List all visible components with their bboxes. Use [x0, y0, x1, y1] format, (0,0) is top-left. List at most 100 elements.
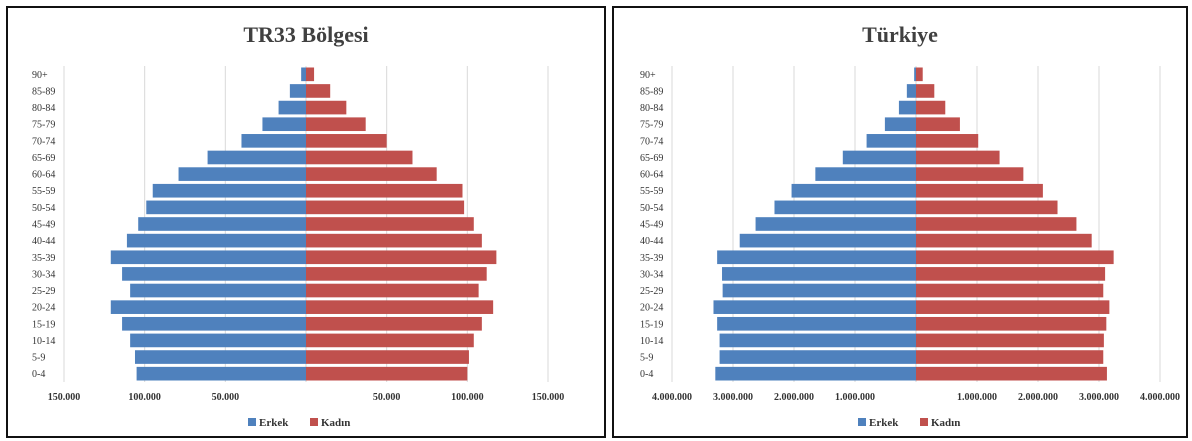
bar-erkek-40-44 [739, 233, 916, 248]
bar-kadin-25-29 [916, 283, 1104, 298]
category-label: 75-79 [640, 120, 663, 131]
bar-erkek-20-24 [110, 300, 306, 314]
category-label: 65-69 [640, 153, 663, 164]
bar-erkek-35-39 [717, 250, 916, 265]
bar-kadin-30-34 [306, 267, 487, 281]
bar-kadin-60-64 [916, 167, 1024, 181]
x-tick-label: 4.000.000 [1140, 392, 1180, 403]
bar-erkek-60-64 [815, 167, 916, 181]
bar-kadin-10-14 [916, 333, 1104, 348]
category-label: 70-74 [32, 136, 55, 147]
category-label: 60-64 [32, 170, 55, 181]
bar-erkek-90+ [301, 67, 306, 82]
bar-erkek-40-44 [126, 233, 306, 248]
category-label: 40-44 [32, 236, 55, 247]
bar-erkek-50-54 [146, 200, 306, 215]
legend-swatch-0 [248, 418, 256, 426]
category-label: 0-4 [640, 369, 653, 380]
bar-kadin-75-79 [916, 117, 960, 132]
bar-erkek-15-19 [717, 316, 916, 331]
bar-kadin-15-19 [916, 316, 1107, 331]
legend-swatch-1 [310, 418, 318, 426]
bar-erkek-45-49 [755, 217, 916, 231]
bar-erkek-65-69 [207, 150, 306, 165]
bar-kadin-30-34 [916, 267, 1106, 281]
x-tick-label: 3.000.000 [713, 392, 753, 403]
bar-erkek-35-39 [110, 250, 306, 265]
legend-swatch-0 [858, 418, 866, 426]
bar-kadin-0-4 [306, 366, 468, 381]
category-label: 75-79 [32, 120, 55, 131]
bar-kadin-75-79 [306, 117, 366, 132]
bar-erkek-70-74 [241, 134, 306, 148]
bar-erkek-15-19 [122, 316, 306, 331]
x-tick-label: 100.000 [128, 392, 161, 403]
bar-erkek-0-4 [136, 366, 306, 381]
category-label: 35-39 [640, 253, 663, 264]
category-label: 85-89 [32, 86, 55, 97]
bar-erkek-55-59 [791, 183, 916, 198]
category-label: 50-54 [32, 203, 55, 214]
category-label: 65-69 [32, 153, 55, 164]
bar-kadin-40-44 [916, 233, 1092, 248]
bar-kadin-90+ [916, 67, 923, 82]
legend-label: Kadın [931, 417, 960, 429]
chart-panel-turkiye: Türkiye 4.000.000 3.000.000 2.000.000 1.000.… [612, 6, 1188, 438]
bar-erkek-90+ [914, 67, 916, 82]
category-label: 15-19 [32, 319, 55, 330]
bar-kadin-60-64 [306, 167, 437, 181]
legend-swatch-1 [920, 418, 928, 426]
bar-kadin-80-84 [916, 100, 946, 115]
bar-kadin-35-39 [306, 250, 497, 265]
category-label: 20-24 [640, 303, 663, 314]
x-tick-label: 4.000.000 [652, 392, 692, 403]
x-tick-label: 50.000 [373, 392, 401, 403]
category-label: 80-84 [640, 103, 663, 114]
x-tick-label: 1.000.000 [957, 392, 997, 403]
bar-erkek-5-9 [134, 350, 306, 364]
bar-erkek-65-69 [842, 150, 916, 165]
category-label: 45-49 [640, 220, 663, 231]
bar-kadin-25-29 [306, 283, 479, 298]
bar-erkek-10-14 [130, 333, 306, 348]
bar-erkek-75-79 [884, 117, 916, 132]
chart-title: TR33 Bölgesi [243, 22, 368, 47]
bar-kadin-0-4 [916, 366, 1107, 381]
bar-erkek-30-34 [122, 267, 306, 281]
chart-panel-tr33: TR33 Bölgesi 150.000 100.000 50.000 50.000 10… [6, 6, 606, 438]
category-label: 40-44 [640, 236, 663, 247]
x-tick-label: 150.000 [48, 392, 81, 403]
x-tick-label: 1.000.000 [835, 392, 875, 403]
category-label: 10-14 [32, 336, 55, 347]
category-label: 70-74 [640, 136, 663, 147]
bar-kadin-35-39 [916, 250, 1114, 265]
bar-kadin-20-24 [916, 300, 1110, 314]
bar-erkek-80-84 [898, 100, 916, 115]
bar-kadin-55-59 [306, 183, 463, 198]
bar-erkek-85-89 [906, 84, 916, 98]
x-tick-label: 3.000.000 [1079, 392, 1119, 403]
legend-label: Erkek [869, 417, 899, 429]
x-tick-label: 50.000 [212, 392, 240, 403]
category-label: 50-54 [640, 203, 663, 214]
category-label: 60-64 [640, 170, 663, 181]
category-label: 10-14 [640, 336, 663, 347]
category-label: 45-49 [32, 220, 55, 231]
bar-kadin-80-84 [306, 100, 347, 115]
x-tick-label: 2.000.000 [1018, 392, 1058, 403]
x-tick-label: 150.000 [532, 392, 565, 403]
bar-erkek-25-29 [130, 283, 306, 298]
category-label: 55-59 [32, 186, 55, 197]
bar-kadin-85-89 [306, 84, 331, 98]
bar-kadin-65-69 [306, 150, 413, 165]
bar-kadin-5-9 [306, 350, 469, 364]
bar-erkek-75-79 [262, 117, 306, 132]
category-label: 30-34 [32, 269, 55, 280]
bar-kadin-70-74 [306, 134, 387, 148]
legend-label: Erkek [259, 417, 289, 429]
bar-kadin-10-14 [306, 333, 474, 348]
bar-kadin-5-9 [916, 350, 1104, 364]
bar-erkek-45-49 [138, 217, 306, 231]
population-pyramid-turkiye: Türkiye 4.000.000 3.000.000 2.000.000 1.000.… [640, 22, 1180, 429]
category-label: 5-9 [32, 353, 45, 364]
